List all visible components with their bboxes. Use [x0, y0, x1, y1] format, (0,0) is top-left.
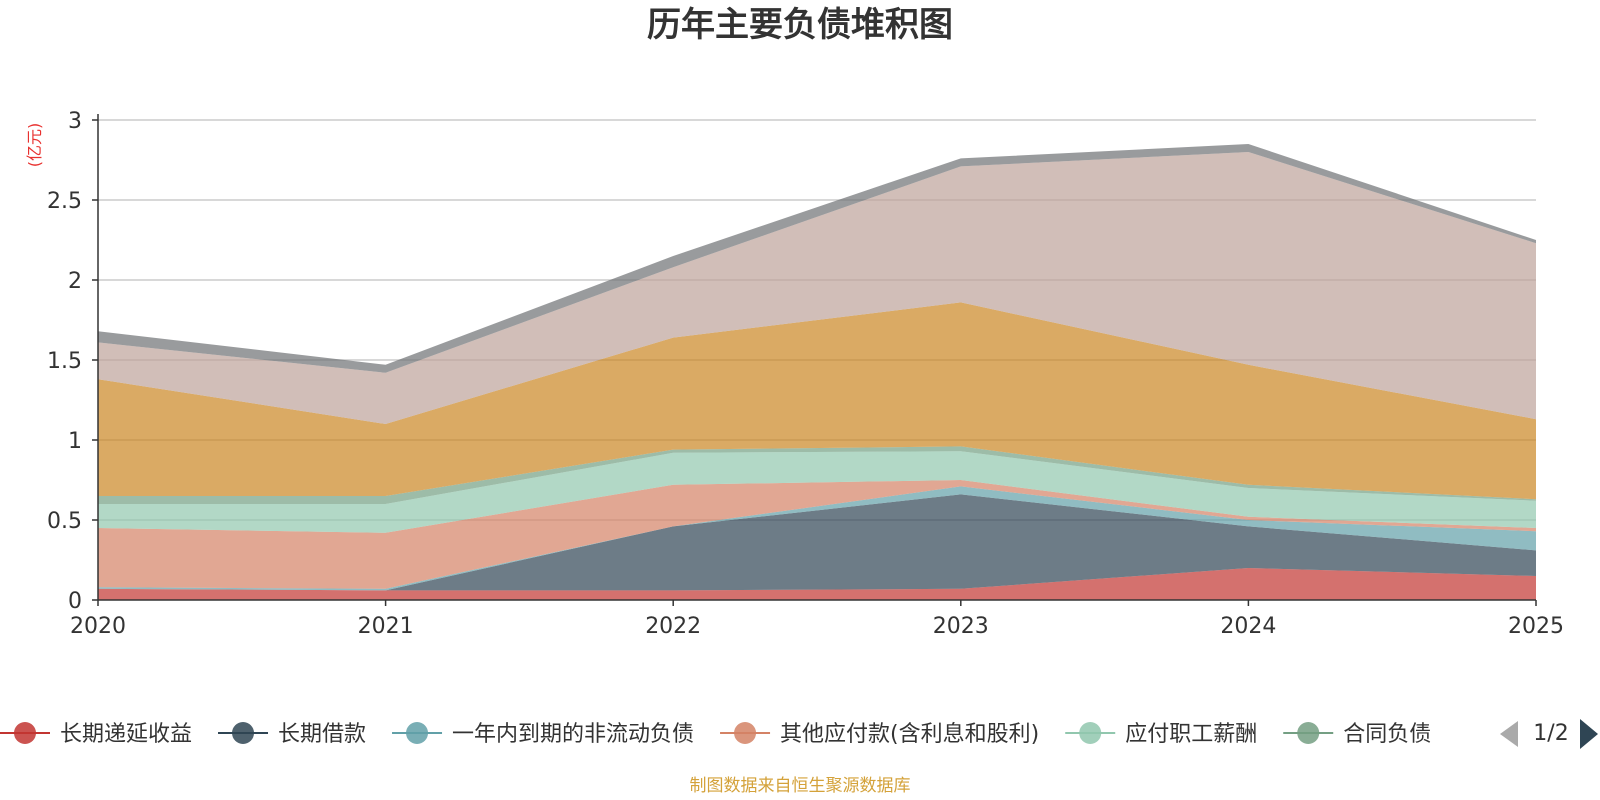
x-tick-label: 2023	[933, 614, 989, 639]
legend-marker	[14, 722, 36, 744]
legend-label: 长期递延收益	[60, 722, 192, 747]
y-tick-label: 0.5	[47, 509, 82, 534]
legend-label: 长期借款	[278, 722, 366, 747]
legend-item-2[interactable]: 长期借款	[218, 722, 366, 747]
x-tick-label: 2021	[358, 614, 414, 639]
legend-marker	[734, 722, 757, 744]
legend-marker	[232, 722, 255, 744]
area-series-6[interactable]	[98, 446, 1536, 504]
legend-label: 合同负债	[1343, 722, 1431, 747]
x-tick-label: 2022	[645, 614, 701, 639]
legend-marker	[406, 722, 429, 744]
source-note: 制图数据来自恒生聚源数据库	[690, 776, 911, 796]
x-tick-label: 2020	[70, 614, 126, 639]
axes: 0 0.5 1 1.5 2 2.5 3 2020 2021 2022 2023 2024 2025	[47, 109, 1564, 639]
chart-title: 历年主要负债堆积图	[647, 5, 953, 45]
legend-item-3[interactable]: 一年内到期的非流动负债	[392, 722, 694, 747]
y-unit-label: (亿元)	[25, 123, 44, 168]
legend-page-indicator: 1/2	[1533, 721, 1568, 746]
legend-next-page-icon[interactable]	[1580, 719, 1598, 749]
y-tick-label: 1	[68, 429, 82, 454]
legend-label: 一年内到期的非流动负债	[452, 722, 694, 747]
area-series-8[interactable]	[98, 152, 1536, 424]
legend-label: 应付职工薪酬	[1125, 722, 1257, 747]
x-tick-label: 2025	[1508, 614, 1564, 639]
x-tick-label: 2024	[1220, 614, 1276, 639]
legend-marker	[1297, 722, 1320, 744]
y-tick-label: 1.5	[47, 349, 82, 374]
legend-pager: 1/2	[1500, 719, 1598, 749]
y-tick-label: 2.5	[47, 189, 82, 214]
legend-prev-page-icon[interactable]	[1500, 721, 1518, 747]
area-series	[98, 144, 1536, 600]
legend-item-1[interactable]: 长期递延收益	[0, 722, 192, 747]
y-tick-label: 3	[68, 109, 82, 134]
area-series-5[interactable]	[98, 451, 1536, 533]
area-series-4[interactable]	[98, 480, 1536, 589]
area-series-9[interactable]	[98, 144, 1536, 373]
area-series-7[interactable]	[98, 302, 1536, 500]
y-tick-label: 0	[68, 589, 82, 614]
legend-item-5[interactable]: 应付职工薪酬	[1065, 722, 1257, 747]
y-tick-label: 2	[68, 269, 82, 294]
area-series-1[interactable]	[98, 568, 1536, 600]
legend: 长期递延收益 长期借款 一年内到期的非流动负债 其他应付款(含利息和股利) 应付职工薪酬…	[0, 719, 1598, 749]
area-series-3[interactable]	[98, 486, 1536, 591]
legend-item-6[interactable]: 合同负债	[1283, 722, 1431, 747]
area-series-2[interactable]	[98, 494, 1536, 591]
legend-label: 其他应付款(含利息和股利)	[780, 722, 1039, 747]
legend-marker	[1079, 722, 1102, 744]
legend-item-4[interactable]: 其他应付款(含利息和股利)	[720, 722, 1039, 747]
